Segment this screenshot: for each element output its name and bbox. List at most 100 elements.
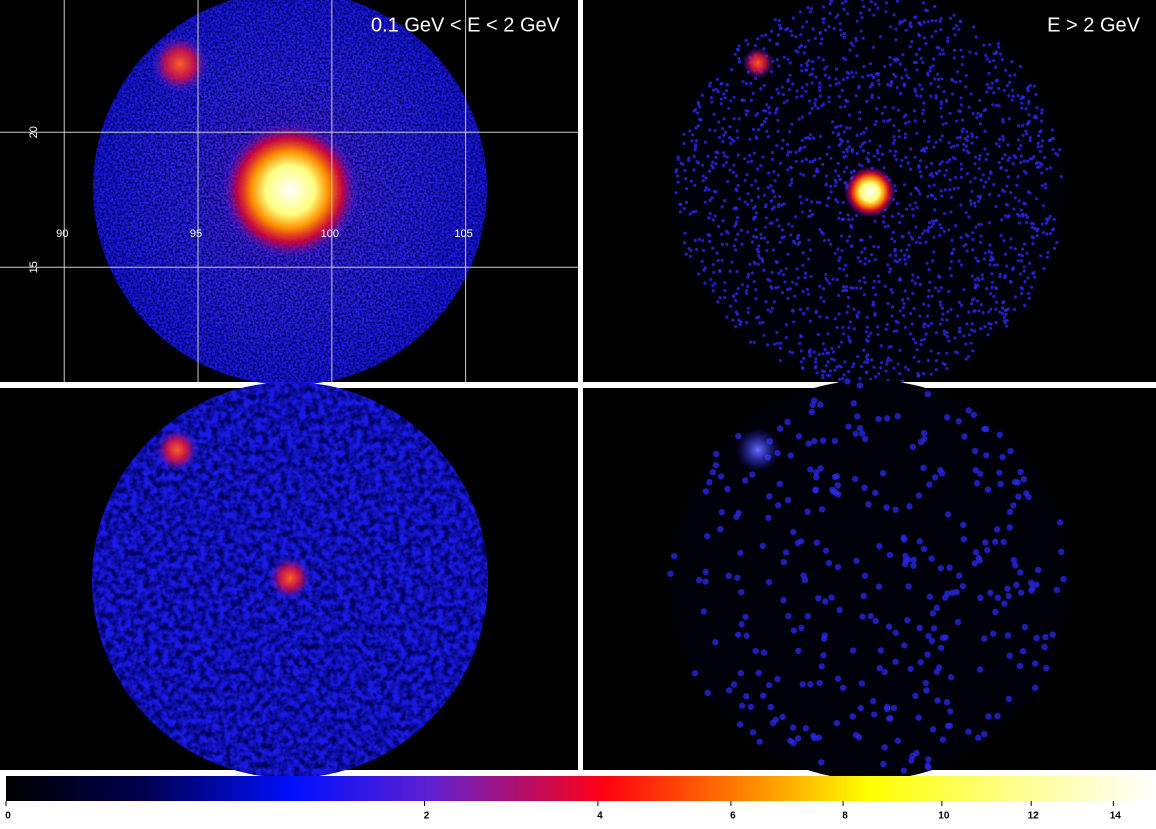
photon — [854, 413, 861, 420]
photon — [876, 148, 880, 153]
photon — [791, 16, 795, 20]
photon — [736, 232, 740, 236]
photon — [790, 351, 795, 355]
photon — [954, 80, 958, 84]
photon — [725, 572, 732, 580]
photon — [799, 172, 803, 176]
photon — [723, 295, 727, 300]
photon — [809, 200, 814, 204]
photon — [998, 274, 1002, 279]
photon — [790, 308, 795, 312]
colorbar-axis: 0 2 4 6 8 10 12 14 — [5, 801, 1121, 822]
photon — [958, 330, 962, 334]
photon — [785, 287, 790, 292]
photon — [810, 397, 818, 404]
photon — [972, 25, 976, 29]
colorbar-tick-label: 0 — [5, 811, 11, 822]
photon — [946, 722, 954, 729]
photon — [976, 557, 983, 564]
photon — [748, 471, 756, 478]
photon — [940, 318, 944, 322]
photon — [709, 468, 717, 476]
photon — [916, 189, 921, 193]
photon — [942, 329, 946, 333]
photon — [861, 572, 869, 579]
photon — [757, 315, 761, 319]
photon — [898, 22, 902, 26]
photon — [717, 525, 724, 533]
photon — [945, 331, 949, 335]
photon — [772, 300, 776, 304]
photon — [688, 129, 692, 133]
photon — [917, 438, 925, 446]
photon — [807, 466, 814, 473]
photon — [975, 734, 982, 741]
photon — [1040, 108, 1044, 112]
photon — [888, 63, 892, 67]
photon — [1031, 684, 1039, 691]
photon — [1050, 137, 1054, 141]
photon — [962, 244, 966, 248]
photon — [973, 155, 977, 159]
photon — [925, 632, 932, 640]
photon — [835, 124, 840, 129]
photon — [915, 93, 919, 98]
photon — [922, 322, 926, 326]
photon — [805, 197, 809, 202]
photon — [946, 564, 953, 571]
photon — [1020, 101, 1024, 105]
photon — [1053, 586, 1061, 594]
photon — [752, 340, 756, 344]
photon — [711, 284, 715, 288]
photon — [930, 625, 938, 632]
photon — [821, 352, 825, 356]
photon — [979, 303, 983, 307]
photon — [726, 231, 730, 235]
photon — [1051, 148, 1055, 152]
photon — [922, 325, 926, 329]
photon — [800, 572, 807, 579]
photon — [711, 263, 715, 267]
photon — [839, 340, 844, 344]
photon — [927, 221, 932, 225]
photon — [837, 345, 841, 349]
photon — [981, 173, 985, 177]
photon — [889, 288, 893, 292]
photon — [894, 737, 902, 744]
photon — [913, 90, 918, 94]
photon — [865, 156, 869, 161]
photon — [952, 144, 956, 148]
photon — [931, 64, 935, 68]
photon — [749, 81, 753, 85]
photon — [1014, 155, 1018, 160]
photon — [848, 320, 852, 324]
photon — [913, 119, 917, 123]
photon — [872, 617, 879, 625]
photon — [704, 176, 708, 180]
photon — [905, 583, 912, 590]
photon — [856, 424, 864, 432]
photon — [1004, 312, 1008, 317]
photon — [850, 400, 857, 407]
photon — [730, 260, 734, 264]
photon — [693, 183, 697, 188]
photon — [781, 273, 786, 277]
photon — [938, 52, 942, 56]
photon — [788, 183, 792, 187]
photon — [772, 342, 777, 346]
colorbar-tick-label: 8 — [842, 811, 848, 822]
photon — [734, 292, 739, 296]
photon — [774, 259, 778, 264]
photon — [760, 34, 764, 38]
photon — [852, 307, 856, 311]
photon — [1019, 259, 1024, 263]
photon — [925, 261, 929, 265]
photon — [717, 473, 725, 480]
photon — [1033, 581, 1040, 588]
photon — [719, 82, 723, 86]
photon — [837, 258, 841, 263]
photon — [746, 275, 750, 279]
photon — [762, 333, 766, 337]
photon — [804, 612, 812, 620]
photon — [776, 425, 784, 432]
